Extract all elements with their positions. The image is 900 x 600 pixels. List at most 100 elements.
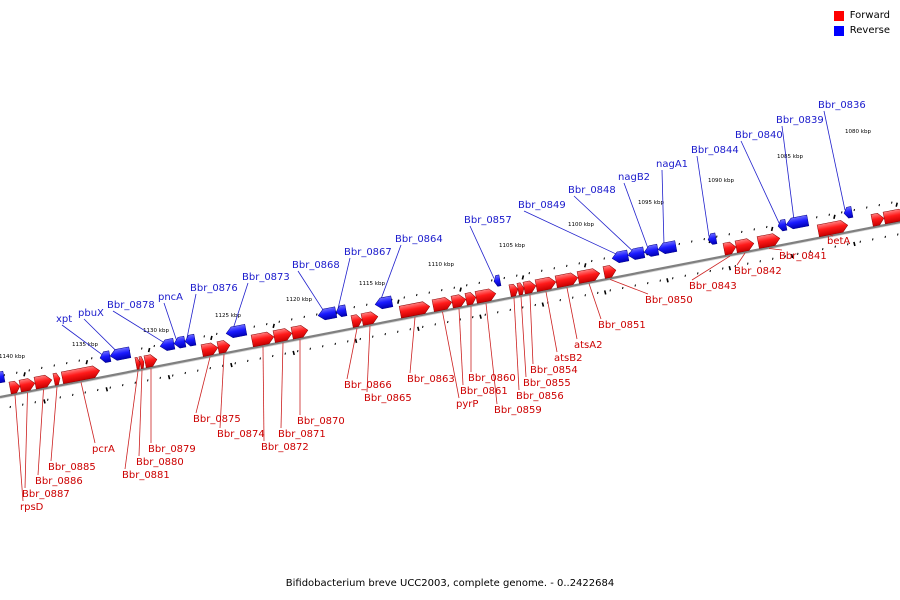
scale-dot-reverse: [728, 233, 730, 236]
scale-dot-reverse: [578, 262, 580, 265]
forward-callout: [829, 234, 834, 237]
scale-dot-reverse: [828, 213, 830, 216]
scale-dot-forward: [484, 313, 486, 316]
forward-gene-arrow: [398, 301, 431, 319]
forward-gene-arrow: [734, 238, 755, 254]
forward-gene-arrow: [816, 220, 849, 238]
reverse-callout: [337, 257, 351, 309]
reverse-gene-arrow: [785, 214, 810, 230]
scale-tick-forward: [728, 265, 732, 271]
reverse-gene-label: Bbr_0878: [107, 300, 155, 311]
scale-dot-reverse: [428, 291, 430, 294]
scale-dot-reverse: [28, 369, 30, 372]
forward-callout: [609, 279, 649, 295]
scale-dot-forward: [209, 367, 211, 370]
reverse-gene-label: pbuX: [78, 308, 104, 319]
scale-tick-forward: [479, 314, 482, 319]
scale-dot-reverse: [403, 296, 405, 299]
legend-reverse: Reverse: [833, 23, 890, 38]
reverse-gene-arrow: [627, 246, 646, 260]
forward-gene-arrow: [216, 340, 231, 354]
reverse-callout: [523, 210, 618, 255]
reverse-gene-arrow: [159, 338, 176, 351]
reverse-callout: [661, 169, 665, 246]
scale-dot-reverse: [66, 361, 68, 365]
scale-dot-reverse: [253, 325, 255, 328]
scale-dot-forward: [872, 238, 874, 241]
scale-dot-forward: [509, 308, 511, 311]
reverse-gene-arrow: [184, 333, 197, 347]
scale-label: 1085 kbp: [777, 154, 803, 160]
scale-label: 1080 kbp: [845, 129, 871, 135]
scale-dot-reverse: [516, 274, 518, 277]
reverse-gene-label: Bbr_0839: [776, 115, 824, 126]
scale-label: 1105 kbp: [499, 243, 525, 249]
reverse-callout: [297, 270, 325, 312]
scale-tick-reverse: [770, 226, 774, 232]
scale-dot-forward: [397, 330, 399, 333]
forward-gene-arrow: [60, 365, 100, 385]
scale-dot-reverse: [353, 306, 355, 309]
forward-gene-label: atsA2: [574, 340, 602, 351]
scale-dot-forward: [359, 337, 361, 341]
scale-dot-reverse: [303, 315, 305, 319]
reverse-gene-arrow: [611, 249, 630, 263]
forward-gene-arrow: [522, 280, 537, 295]
scale-dot-reverse: [591, 259, 593, 263]
scale-dot-forward: [409, 328, 411, 331]
reverse-gene-arrow: [99, 350, 112, 363]
reverse-gene-label: xpt: [56, 314, 72, 325]
scale-tick-forward: [43, 399, 46, 404]
scale-dot-reverse: [3, 374, 5, 377]
scale-tick-forward: [417, 326, 420, 331]
scale-dot-forward: [384, 333, 386, 336]
scale-dot-forward: [572, 296, 574, 299]
reverse-gene-label: Bbr_0848: [568, 185, 616, 196]
reverse-gene-label: nagA1: [656, 159, 688, 170]
forward-callout: [566, 287, 578, 340]
scale-dot-forward: [447, 320, 449, 324]
scale-dot-reverse: [91, 357, 93, 360]
forward-swatch: [833, 10, 844, 21]
scale-dot-reverse: [716, 235, 718, 238]
scale-dot-reverse: [566, 264, 568, 267]
forward-gene-label: Bbr_0860: [468, 373, 516, 384]
scale-dot-forward: [22, 403, 24, 406]
reverse-gene-arrow-partial: [0, 370, 6, 384]
scale-dot-reverse: [603, 257, 605, 260]
forward-gene-arrow: [350, 314, 363, 328]
forward-gene-arrow: [138, 356, 145, 369]
scale-dot-forward: [47, 398, 49, 401]
scale-dot-forward: [422, 325, 424, 328]
scale-dot-reverse: [203, 335, 205, 338]
scale-dot-forward: [634, 284, 636, 287]
scale-dot-forward: [497, 311, 499, 314]
reverse-callout: [163, 302, 177, 341]
scale-dot-forward: [122, 384, 124, 387]
forward-callout: [588, 283, 602, 320]
forward-callout: [513, 298, 520, 391]
scale-dot-reverse: [466, 284, 468, 287]
scale-dot-forward: [159, 376, 161, 380]
forward-gene-label: Bbr_0885: [48, 462, 96, 473]
forward-gene-arrow: [134, 356, 141, 370]
scale-label: 1120 kbp: [286, 297, 312, 303]
reverse-gene-label: Bbr_0857: [464, 215, 512, 226]
scale-dot-forward: [584, 294, 586, 297]
scale-dot-forward: [247, 359, 249, 362]
reverse-callout: [573, 195, 634, 252]
forward-gene-label: Bbr_0843: [689, 281, 737, 292]
forward-gene-arrow: [464, 292, 477, 306]
reverse-callout: [823, 110, 846, 211]
scale-dot-forward: [772, 257, 774, 260]
scale-tick-forward: [230, 362, 233, 368]
forward-gene-label: Bbr_0875: [193, 414, 241, 425]
forward-gene-label: pyrP: [456, 399, 478, 410]
forward-gene-label: Bbr_0842: [734, 266, 782, 277]
forward-callout: [195, 357, 211, 414]
forward-gene-label: Bbr_0881: [122, 470, 170, 481]
forward-callout: [24, 392, 28, 489]
genome-caption: Bifidobacterium breve UCC2003, complete …: [285, 578, 615, 589]
reverse-gene-arrow: [335, 304, 348, 317]
scale-dot-forward: [522, 306, 524, 309]
